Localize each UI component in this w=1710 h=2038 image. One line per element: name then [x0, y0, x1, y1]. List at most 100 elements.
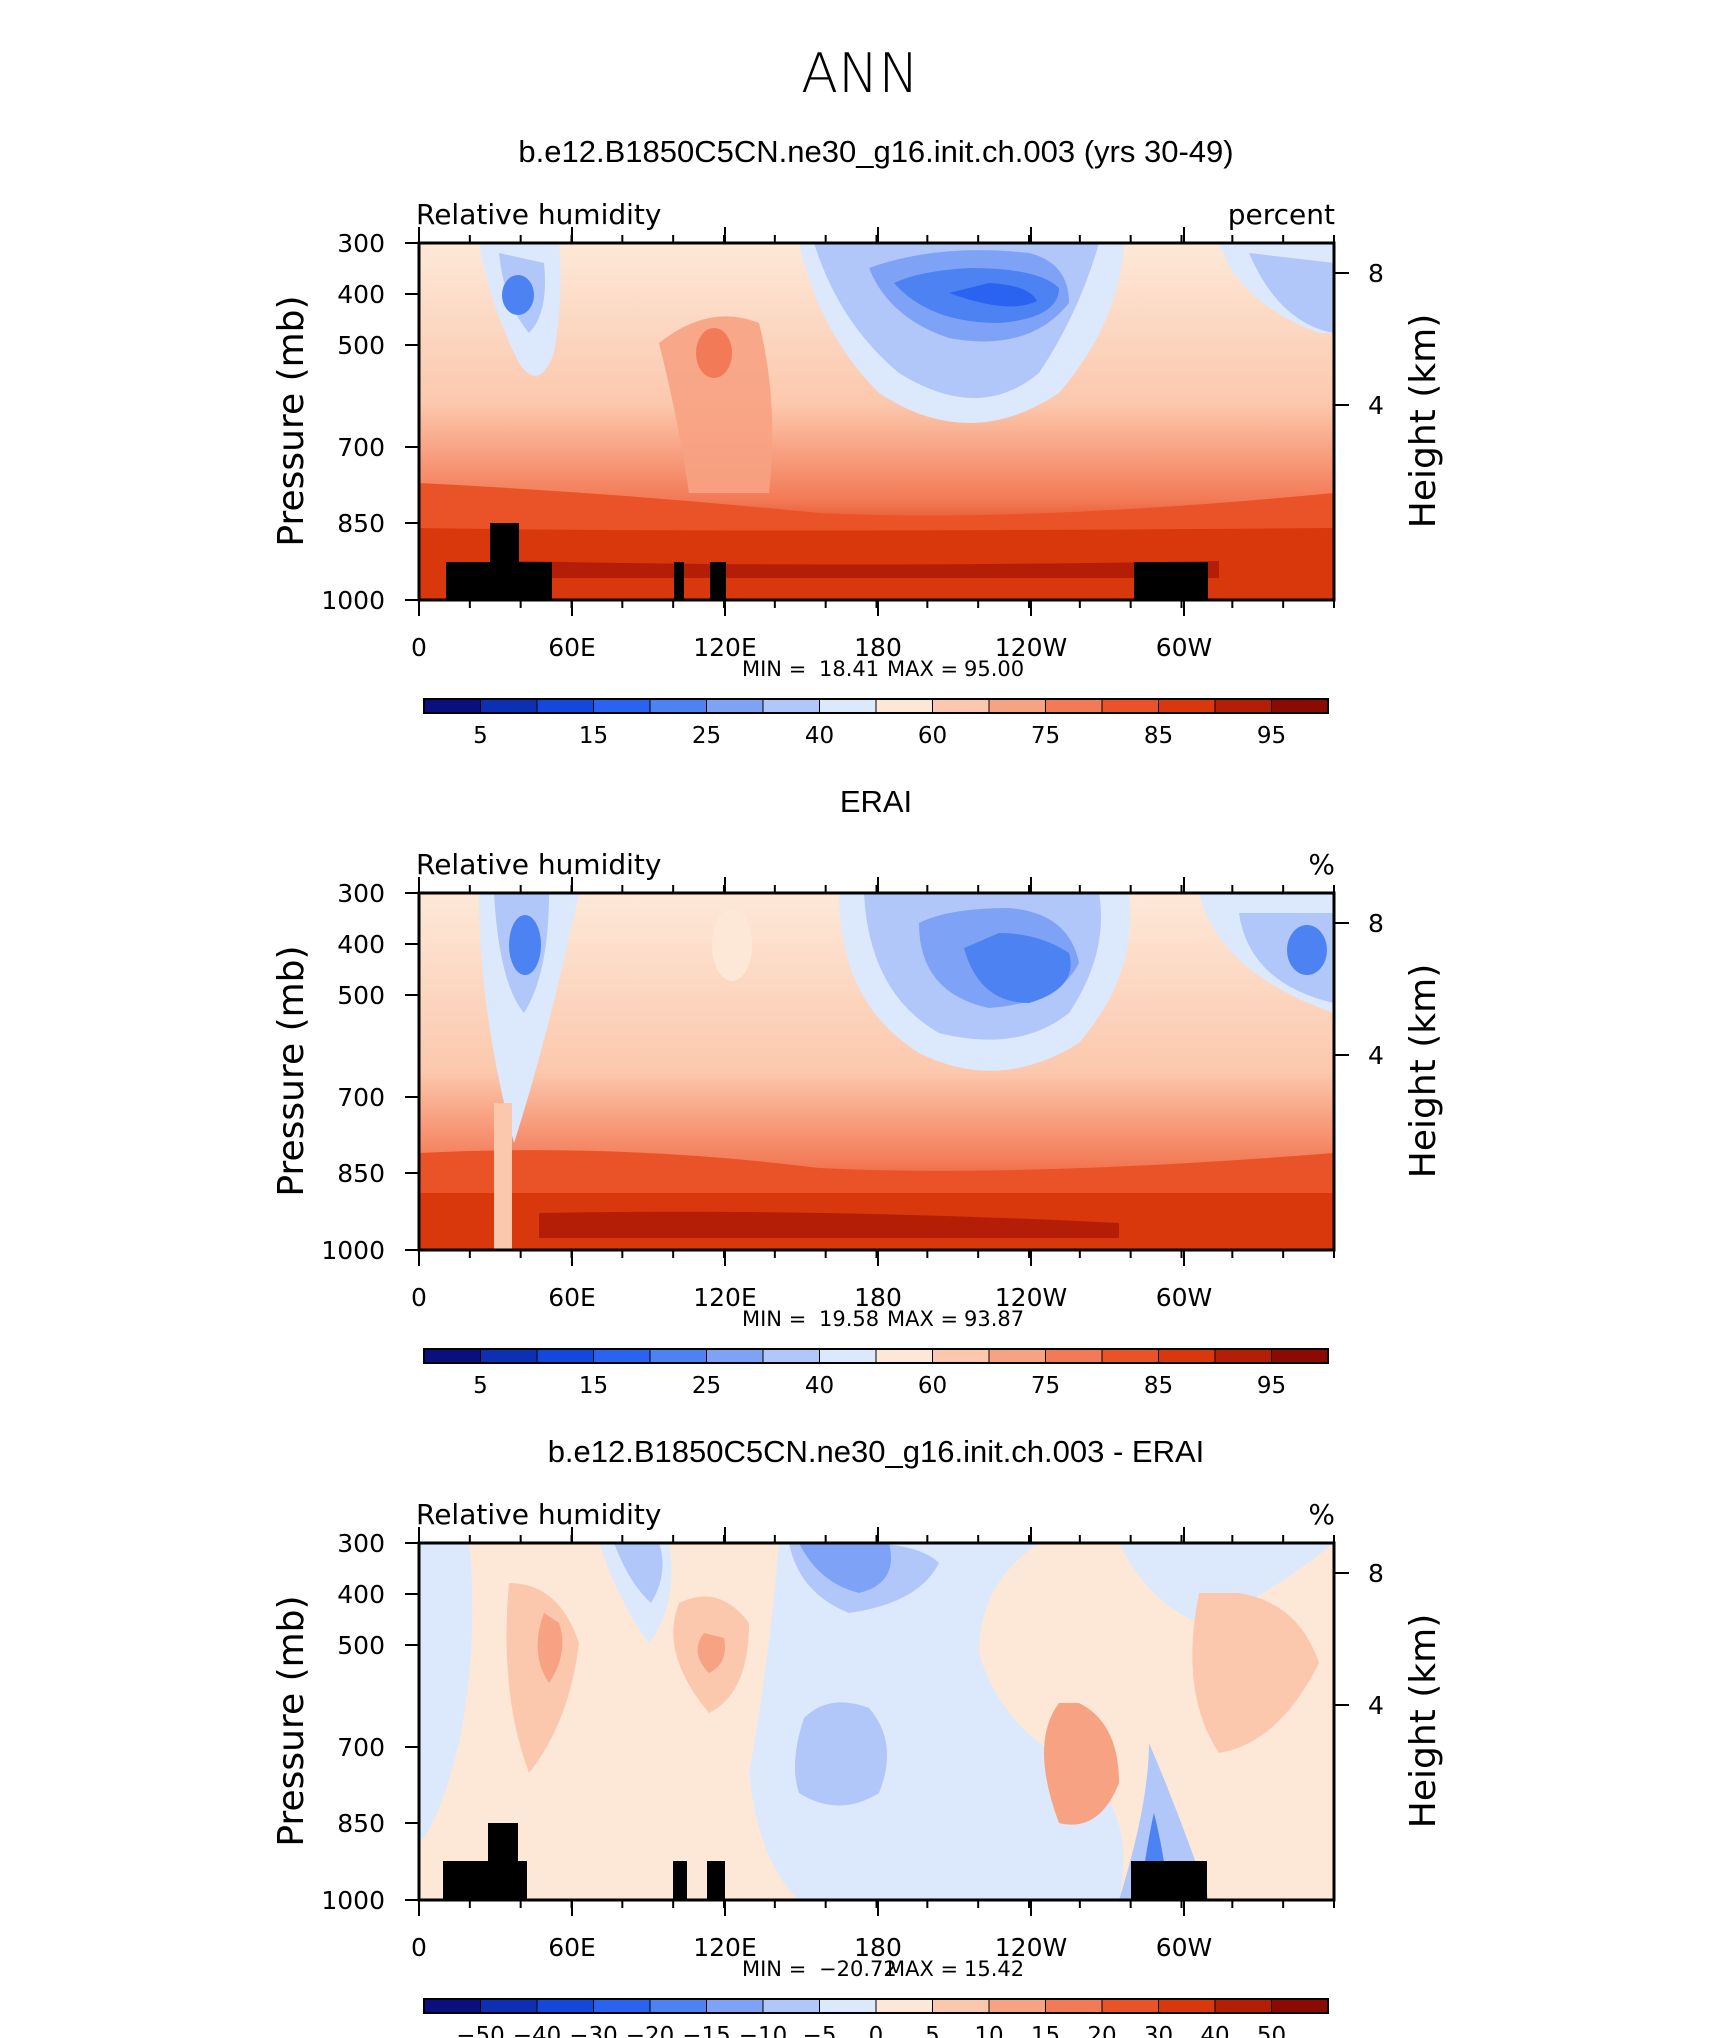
- x-tick-label: 60E: [548, 1283, 596, 1312]
- y-ticks: 300 400 500 700 850 1000: [321, 879, 419, 1265]
- x-tick-label: 0: [411, 1933, 427, 1962]
- panel-title: b.e12.B1850C5CN.ne30_g16.init.ch.003 (yr…: [518, 134, 1233, 169]
- colorbar-swatch: [1271, 698, 1329, 714]
- colorbar-label: −10: [739, 2023, 788, 2038]
- y-ticks: 300 400 500 700 850 1000: [321, 229, 419, 615]
- colorbar-swatch: [1101, 1998, 1159, 2014]
- colorbar-swatch: [423, 1348, 481, 1364]
- colorbar-label: 60: [918, 1373, 947, 1399]
- colorbar-swatch: [762, 1998, 820, 2014]
- colorbar-swatch: [875, 1348, 933, 1364]
- colorbar-swatch: [932, 698, 990, 714]
- colorbar-swatch: [593, 1348, 651, 1364]
- colorbar-label: 20: [1087, 2023, 1116, 2038]
- min-label: MIN =: [742, 1307, 806, 1331]
- colorbar-label: −30: [569, 2023, 618, 2038]
- y-tick-label: 400: [337, 280, 385, 309]
- colorbar-swatch: [706, 1348, 764, 1364]
- colorbar-label: 60: [918, 723, 947, 749]
- min-label: MIN =: [742, 657, 806, 681]
- colorbar-swatch: [1271, 1348, 1329, 1364]
- plot-area: [419, 893, 1334, 1250]
- min-label: MIN =: [742, 1957, 806, 1981]
- right-axis-label: Height (km): [1403, 964, 1444, 1178]
- units-label: percent: [1228, 198, 1335, 231]
- units-label: %: [1308, 848, 1335, 881]
- x-tick-label: 60E: [548, 1933, 596, 1962]
- right-axis-label: Height (km): [1403, 314, 1444, 528]
- colorbar-swatch: [1158, 698, 1216, 714]
- colorbar-label: 85: [1144, 723, 1173, 749]
- variable-label: Relative humidity: [416, 848, 661, 881]
- x-tick-label: 60E: [548, 633, 596, 662]
- variable-label: Relative humidity: [416, 1498, 661, 1531]
- x-tick-label: 120W: [995, 1933, 1067, 1962]
- min-value: −20.72: [819, 1957, 897, 1981]
- colorbar-swatch: [1045, 698, 1103, 714]
- colorbar-label: 75: [1031, 1373, 1060, 1399]
- right-ticks: 84: [1334, 909, 1384, 1070]
- panel-title: ERAI: [840, 784, 912, 819]
- plot-area: [419, 243, 1334, 600]
- y-tick-label: 300: [337, 229, 385, 258]
- y-axis-label: Pressure (mb): [271, 295, 312, 546]
- x-tick-label: 60W: [1156, 1283, 1213, 1312]
- colorbar-frame: [423, 698, 1329, 714]
- y-tick-label: 700: [337, 1083, 385, 1112]
- colorbar-swatch: [536, 698, 594, 714]
- colorbar-swatch: [932, 1348, 990, 1364]
- colorbar-swatch: [649, 1998, 707, 2014]
- units-label: %: [1308, 1498, 1335, 1531]
- y-tick-label: 850: [337, 509, 385, 538]
- panel-2: ERAI Relative humidity % 300400500700850…: [271, 784, 1444, 1399]
- x-ticks: 0 60E 120E 180 120W 60W: [411, 877, 1335, 1312]
- y-tick-label: 850: [337, 1159, 385, 1188]
- figure-title: ANN: [801, 42, 919, 105]
- y-tick-label: 400: [337, 1580, 385, 1609]
- y-tick-label: 500: [337, 331, 385, 360]
- colorbar-label: 10: [974, 2023, 1003, 2038]
- x-tick-label: 180: [854, 1283, 902, 1312]
- stats: MIN = 18.41 MAX = 95.00: [742, 657, 1024, 681]
- y-axis-label: Pressure (mb): [271, 1595, 312, 1846]
- y-tick-label: 400: [337, 930, 385, 959]
- colorbar-swatch: [480, 1348, 538, 1364]
- colorbar-label: −15: [682, 2023, 731, 2038]
- colorbar-swatch: [819, 1998, 877, 2014]
- topography-block: [673, 1861, 687, 1900]
- colorbar-swatch: [536, 1998, 594, 2014]
- topography-block: [1134, 562, 1208, 600]
- max-value: 15.42: [964, 1957, 1024, 1981]
- right-ticks: 84: [1334, 259, 1384, 420]
- stats: MIN = −20.72 MAX = 15.42: [742, 1957, 1024, 1981]
- colorbar-swatch: [988, 1998, 1046, 2014]
- colorbar-swatch: [536, 1348, 594, 1364]
- colorbar-label: 15: [1031, 2023, 1060, 2038]
- colorbar-swatch: [762, 698, 820, 714]
- colorbar-swatch: [932, 1998, 990, 2014]
- max-value: 93.87: [964, 1307, 1024, 1331]
- colorbar-swatch: [1214, 1348, 1272, 1364]
- colorbar-swatch: [1214, 1998, 1272, 2014]
- x-tick-label: 60W: [1156, 1933, 1213, 1962]
- x-tick-label: 0: [411, 633, 427, 662]
- min-value: 18.41: [819, 657, 879, 681]
- colorbar-swatch: [819, 698, 877, 714]
- colorbar-label: 25: [692, 1373, 721, 1399]
- topography-block: [707, 1861, 725, 1900]
- topography-block: [443, 1861, 527, 1900]
- colorbar-swatch: [988, 698, 1046, 714]
- plot-area: [419, 1543, 1334, 1900]
- topography-block: [446, 562, 552, 600]
- right-tick-label: 4: [1368, 1691, 1384, 1720]
- colorbar-label: 5: [925, 2023, 940, 2038]
- panel-1: b.e12.B1850C5CN.ne30_g16.init.ch.003 (yr…: [271, 134, 1444, 749]
- colorbar-label: 30: [1144, 2023, 1173, 2038]
- colorbar: 5 15 25 40 60 75 85 95: [423, 698, 1329, 749]
- y-tick-label: 500: [337, 981, 385, 1010]
- max-label: MAX =: [887, 1307, 958, 1331]
- colorbar-swatch: [875, 698, 933, 714]
- right-ticks: 84: [1334, 1559, 1384, 1720]
- colorbar-frame: [423, 1348, 1329, 1364]
